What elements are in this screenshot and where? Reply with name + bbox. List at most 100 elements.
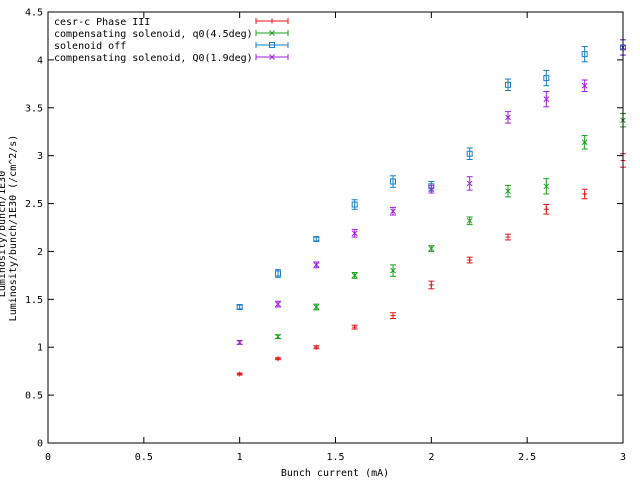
legend-marker [269, 42, 275, 48]
data-point [505, 111, 511, 124]
marker-stroke [428, 245, 435, 252]
data-point [505, 233, 511, 241]
data-point [313, 303, 320, 311]
legend-label: solenoid off [54, 41, 126, 52]
marker-stroke [236, 339, 243, 346]
data-point [351, 199, 358, 210]
y-tick-label: 1.5 [25, 295, 43, 306]
marker-stroke [581, 139, 588, 146]
y-axis-label-overlap: Luminosity/bunch/1E30 [0, 171, 8, 297]
series-0 [236, 153, 626, 377]
marker-stroke [581, 82, 588, 89]
marker-stroke [466, 217, 473, 224]
data-point [236, 339, 243, 346]
x-tick-label: 0 [45, 452, 51, 463]
y-tick-label: 2.5 [25, 199, 43, 210]
x-axis-label: Bunch current (mA) [281, 468, 389, 479]
x-tick-label: 3 [620, 452, 626, 463]
y-tick-label: 0.5 [25, 391, 43, 402]
marker-stroke [269, 54, 275, 60]
point-marker [275, 356, 281, 362]
data-point [505, 184, 511, 198]
marker-stroke [351, 272, 358, 279]
legend: cesr-c Phase III compensating solenoid, … [54, 17, 289, 64]
plot-frame [47, 11, 624, 444]
data-point [390, 206, 396, 216]
point-marker [351, 201, 358, 208]
legend-entry-cesr-c-phase-iii: cesr-c Phase III [54, 17, 289, 28]
point-marker [543, 206, 549, 212]
marker-stroke [543, 96, 550, 103]
point-marker [313, 304, 320, 310]
point-marker [428, 186, 435, 193]
data-point [505, 78, 511, 92]
marker-stroke [428, 186, 435, 193]
point-marker [467, 257, 473, 263]
point-marker [313, 235, 320, 242]
legend-marker [269, 54, 275, 60]
point-marker [390, 267, 396, 274]
point-marker [505, 188, 511, 194]
point-marker [466, 217, 473, 224]
point-marker [505, 114, 511, 121]
point-marker [428, 282, 434, 288]
marker-stroke [466, 180, 473, 187]
point-marker [466, 150, 473, 157]
data-point [466, 256, 473, 264]
marker-stroke [269, 30, 275, 36]
point-marker [275, 333, 281, 340]
data-point [351, 228, 358, 238]
point-marker [543, 96, 550, 103]
point-marker [505, 81, 511, 88]
data-point [351, 324, 358, 330]
marker-stroke [313, 304, 320, 310]
point-marker [428, 245, 435, 252]
legend-entry-compensating-solenoid-q0: compensating solenoid, q0(4.5deg) [54, 29, 289, 40]
point-marker [236, 339, 243, 346]
point-marker [351, 272, 358, 279]
data-point [313, 261, 320, 269]
y-tick-label: 4 [37, 55, 43, 66]
y-axis-label: Luminosity/bunch/1E30 (/cm^2/s) [8, 135, 19, 322]
point-marker [236, 303, 243, 310]
marker-stroke [505, 114, 511, 121]
point-marker [466, 180, 473, 187]
data-point [275, 333, 281, 340]
series-2 [236, 39, 626, 310]
data-point [275, 269, 281, 278]
x-tick-label: 0.5 [135, 452, 153, 463]
point-marker [390, 208, 396, 215]
legend-label: cesr-c Phase III [54, 17, 150, 28]
marker-stroke [351, 230, 358, 237]
data-point [313, 344, 320, 350]
marker-stroke [390, 267, 396, 274]
data-point [543, 178, 550, 195]
data-point [466, 216, 473, 226]
x-tick-label: 2 [428, 452, 434, 463]
y-tick-label: 2 [37, 247, 43, 258]
point-marker [390, 313, 396, 319]
point-marker [275, 301, 281, 307]
x-tick-label: 1.5 [326, 452, 344, 463]
data-point [313, 235, 320, 242]
legend-label: compensating solenoid, Q0(1.9deg) [54, 53, 253, 64]
data-point [428, 245, 435, 252]
legend-marker [269, 18, 275, 24]
point-marker [313, 261, 320, 268]
data-point [390, 264, 396, 277]
point-marker [352, 324, 358, 330]
data-point [390, 312, 396, 319]
point-marker [543, 183, 550, 190]
point-marker [505, 234, 511, 240]
legend-entry-solenoid-off: solenoid off [54, 41, 289, 52]
data-point [543, 204, 550, 215]
data-point [466, 176, 473, 191]
marker-stroke [390, 208, 396, 215]
x-tick-label: 1 [237, 452, 243, 463]
legend-label: compensating solenoid, q0(4.5deg) [54, 29, 253, 40]
data-point [543, 69, 550, 87]
marker-stroke [275, 301, 281, 307]
data-point [581, 188, 588, 200]
